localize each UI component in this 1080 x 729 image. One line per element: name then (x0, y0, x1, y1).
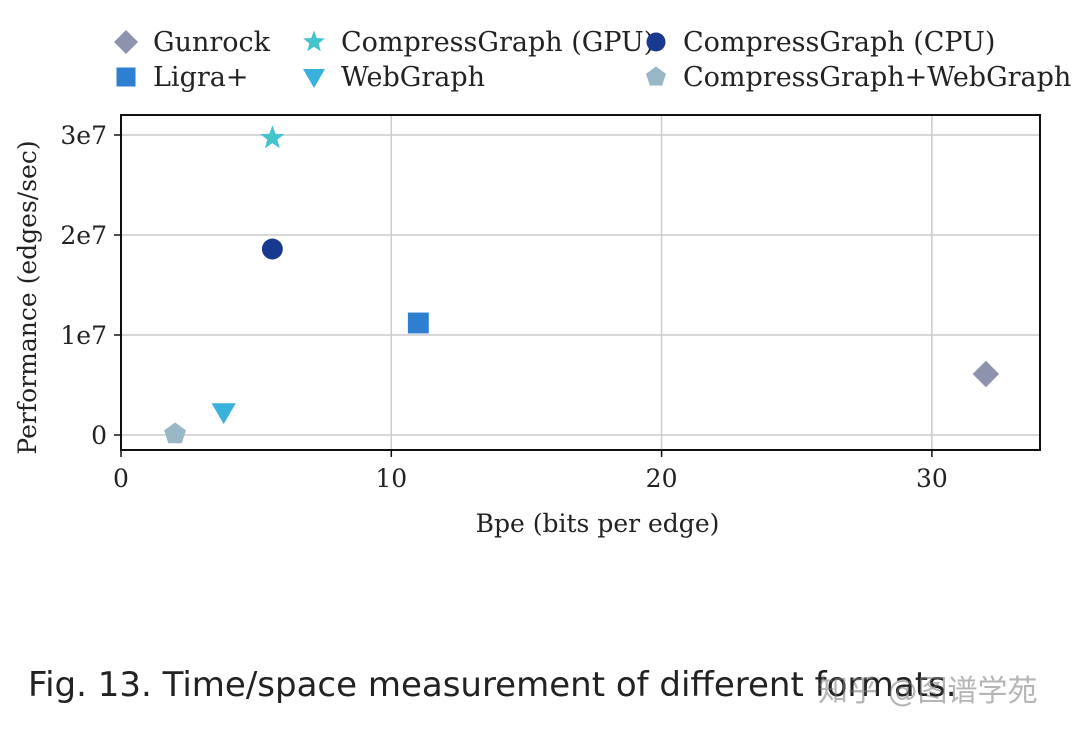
marker-compressgraph-gpu (260, 125, 285, 149)
x-tick-label: 20 (646, 464, 678, 493)
legend-label-webgraph: WebGraph (341, 62, 485, 93)
legend-label-ligra: Ligra+ (153, 62, 248, 93)
legend-marker-compressgraph-gpu (303, 30, 325, 52)
legend-marker-webgraph (303, 69, 325, 88)
marker-compressgraph-cpu (261, 238, 283, 260)
x-tick-label: 30 (916, 464, 948, 493)
legend-label-compressgraph-webgraph: CompressGraph+WebGraph (683, 62, 1071, 93)
y-tick-label: 2e7 (60, 221, 107, 250)
x-tick-label: 0 (113, 464, 129, 493)
legend-marker-compressgraph-webgraph (646, 66, 666, 86)
watermark: 知乎 @图谱学苑 (818, 674, 1038, 709)
y-axis-label: Performance (edges/sec) (13, 140, 42, 454)
data-markers (164, 125, 1000, 444)
x-axis-label: Bpe (bits per edge) (476, 509, 720, 538)
legend-label-compressgraph-gpu: CompressGraph (GPU) (341, 27, 654, 58)
legend-marker-ligra (116, 67, 136, 87)
figure-caption: Fig. 13. Time/space measurement of diffe… (28, 665, 957, 705)
marker-ligra (407, 312, 429, 334)
marker-gunrock (972, 360, 1000, 388)
y-tick-label: 0 (91, 421, 107, 450)
y-tick-label: 1e7 (60, 321, 107, 350)
legend: Gunrock Ligra+ CompressGraph (GPU) WebGraph… (114, 27, 1071, 93)
grid-lines (120, 115, 1040, 450)
axis-ticks: 0 10 20 30 0 1e7 2e7 3e7 (60, 121, 947, 493)
legend-marker-compressgraph-cpu (646, 32, 666, 52)
x-tick-label: 10 (375, 464, 407, 493)
marker-compressgraph-webgraph (164, 422, 186, 444)
legend-label-gunrock: Gunrock (153, 27, 271, 58)
plot-frame (120, 114, 1041, 451)
y-tick-label: 3e7 (60, 121, 107, 150)
marker-webgraph (211, 403, 236, 425)
legend-label-compressgraph-cpu: CompressGraph (CPU) (683, 27, 995, 58)
legend-marker-gunrock (114, 30, 138, 54)
